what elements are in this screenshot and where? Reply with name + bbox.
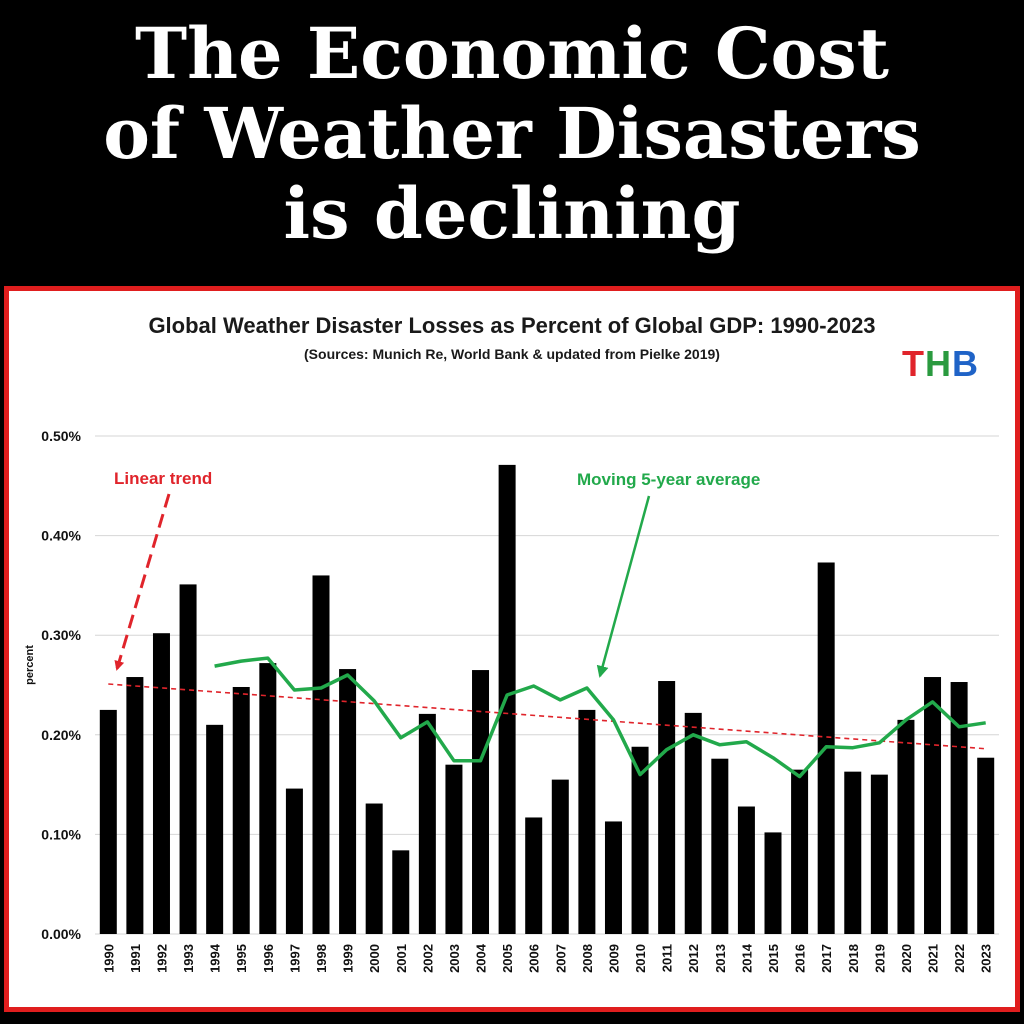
bar-1991 — [126, 677, 144, 934]
headline-line-3: is declining — [283, 172, 741, 255]
bar-2010 — [631, 746, 649, 934]
chart-title: Global Weather Disaster Losses as Percen… — [148, 313, 876, 338]
x-tick-label: 2022 — [952, 944, 967, 973]
x-tick-label: 1995 — [234, 944, 249, 973]
x-tick-label: 1998 — [314, 944, 329, 973]
x-tick-label: 2010 — [633, 944, 648, 973]
x-tick-label: 2012 — [686, 944, 701, 973]
bar-2018 — [844, 771, 862, 934]
x-tick-label: 2000 — [367, 944, 382, 973]
bar-2020 — [897, 719, 915, 934]
x-tick-label: 2002 — [420, 944, 435, 973]
x-tick-label: 1997 — [287, 944, 302, 973]
chart-panel: Global Weather Disaster Losses as Percen… — [4, 286, 1020, 1012]
bar-2015 — [764, 832, 782, 934]
moving-average-line — [214, 656, 986, 779]
x-tick-label: 2019 — [872, 944, 887, 973]
x-tick-label: 2020 — [899, 944, 914, 973]
x-tick-label: 1999 — [341, 944, 356, 973]
chart-subtitle: (Sources: Munich Re, World Bank & update… — [304, 346, 720, 362]
bar-2019 — [870, 774, 888, 934]
y-tick-label: 0.40% — [41, 528, 81, 544]
linear-trend-label: Linear trend — [114, 469, 212, 488]
bar-chart: 0.00% 0.10% 0.20% 0.30% 0.40% 0.50% percent 199… — [24, 428, 999, 973]
bar-2012 — [684, 712, 702, 934]
x-tick-label: 1990 — [101, 944, 116, 973]
bar-2002 — [418, 713, 436, 934]
bar-2016 — [791, 769, 809, 934]
logo-letter-t: T — [902, 343, 925, 384]
bar-1995 — [232, 686, 250, 934]
linear-trend-line — [108, 683, 986, 750]
bar-2009 — [604, 821, 622, 934]
x-tick-label: 1996 — [261, 944, 276, 973]
y-tick-label: 0.30% — [41, 627, 81, 643]
bar-2004 — [472, 670, 490, 934]
y-tick-label: 0.20% — [41, 727, 81, 743]
x-tick-label: 2011 — [660, 944, 675, 972]
x-tick-label: 1992 — [154, 944, 169, 973]
bar-2014 — [737, 806, 755, 934]
x-tick-label: 2015 — [766, 944, 781, 973]
bar-2000 — [365, 803, 383, 934]
bar-1996 — [259, 663, 277, 934]
moving-average-label: Moving 5-year average — [577, 470, 760, 489]
headline-line-1: The Economic Cost — [135, 12, 889, 95]
headline-line-2: of Weather Disasters — [103, 92, 921, 175]
y-tick-label: 0.00% — [41, 926, 81, 942]
bar-1999 — [339, 669, 357, 934]
bar-2006 — [525, 817, 543, 934]
x-tick-label: 2005 — [500, 944, 515, 973]
bar-2013 — [711, 758, 729, 934]
bar-2003 — [445, 764, 463, 934]
x-tick-label: 2001 — [394, 944, 409, 973]
x-tick-label: 1991 — [128, 944, 143, 973]
bar-1993 — [179, 584, 197, 934]
thb-logo: THB — [902, 343, 979, 385]
bar-2022 — [950, 682, 968, 934]
x-tick-label: 2013 — [713, 944, 728, 973]
bar-2023 — [977, 757, 995, 934]
headline: The Economic Cost of Weather Disasters i… — [0, 14, 1024, 254]
logo-letter-b: B — [952, 343, 979, 384]
x-tick-label: 2018 — [846, 944, 861, 973]
x-tick-label: 2006 — [527, 944, 542, 973]
x-tick-label: 2017 — [819, 944, 834, 973]
x-tick-label: 2023 — [979, 944, 994, 973]
x-tick-label: 1993 — [181, 944, 196, 973]
y-axis-label: percent — [24, 645, 36, 685]
bar-1992 — [152, 633, 170, 934]
bar-2021 — [924, 677, 942, 934]
x-tick-label: 2021 — [926, 944, 941, 973]
bar-2007 — [551, 779, 569, 934]
logo-letter-h: H — [925, 343, 952, 384]
bar-2011 — [658, 681, 676, 934]
bar-2008 — [578, 709, 596, 934]
bar-1990 — [99, 709, 117, 934]
moving-average-arrow — [596, 495, 651, 678]
bar-1998 — [312, 575, 330, 934]
bar-2001 — [392, 850, 410, 934]
x-tick-label: 1994 — [208, 943, 223, 973]
y-tick-label: 0.10% — [41, 826, 81, 842]
y-tick-label: 0.50% — [41, 428, 81, 444]
x-tick-label: 2008 — [580, 944, 595, 973]
x-tick-label: 2016 — [793, 944, 808, 973]
x-tick-label: 2014 — [739, 943, 754, 973]
x-tick-label: 2004 — [474, 943, 489, 973]
bar-1997 — [285, 788, 303, 934]
x-tick-label: 2009 — [606, 944, 621, 973]
bar-1994 — [206, 724, 224, 934]
x-tick-label: 2007 — [553, 944, 568, 973]
x-tick-label: 2003 — [447, 944, 462, 973]
linear-trend-arrow — [114, 493, 171, 671]
